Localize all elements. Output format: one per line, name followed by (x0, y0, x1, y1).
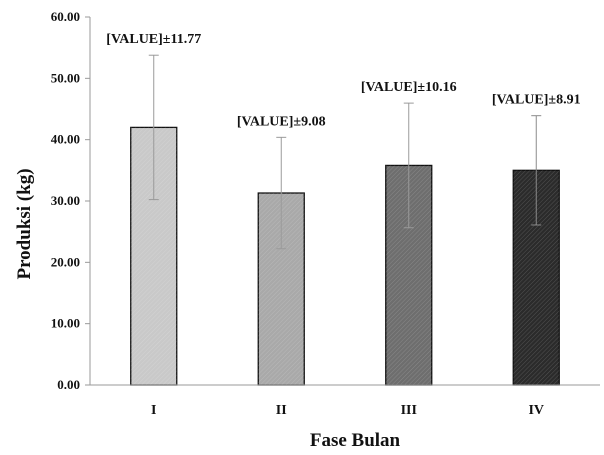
y-tick-label: 30.00 (51, 193, 80, 208)
x-axis-title: Fase Bulan (310, 430, 401, 451)
y-axis-title: Produksi (kg) (14, 168, 35, 279)
y-tick-label: 10.00 (51, 316, 80, 331)
data-label: [VALUE]±11.77 (106, 32, 201, 47)
data-labels-group: [VALUE]±11.77 [VALUE]±9.08 [VALUE]±10.16 [V… (106, 32, 580, 129)
x-tick-label: IV (528, 403, 544, 418)
data-label: [VALUE]±9.08 (237, 114, 326, 129)
y-tick-label: 0.00 (57, 377, 80, 392)
error-bars-group (148, 54, 542, 250)
y-tick-label: 50.00 (51, 70, 80, 85)
data-label: [VALUE]±8.91 (492, 93, 581, 108)
x-axis-ticks: I II III IV (151, 403, 544, 418)
y-tick-label: 40.00 (51, 132, 80, 147)
y-tick-label: 20.00 (51, 254, 80, 269)
bars-group (130, 126, 560, 386)
x-tick-label: I (151, 403, 156, 418)
x-tick-label: II (276, 403, 287, 418)
x-tick-label: III (401, 403, 417, 418)
y-tick-label: 60.00 (51, 9, 80, 24)
data-label: [VALUE]±10.16 (361, 80, 457, 95)
y-axis-ticks: 0.00 10.00 20.00 30.00 40.00 50.00 60.00 (51, 9, 90, 392)
